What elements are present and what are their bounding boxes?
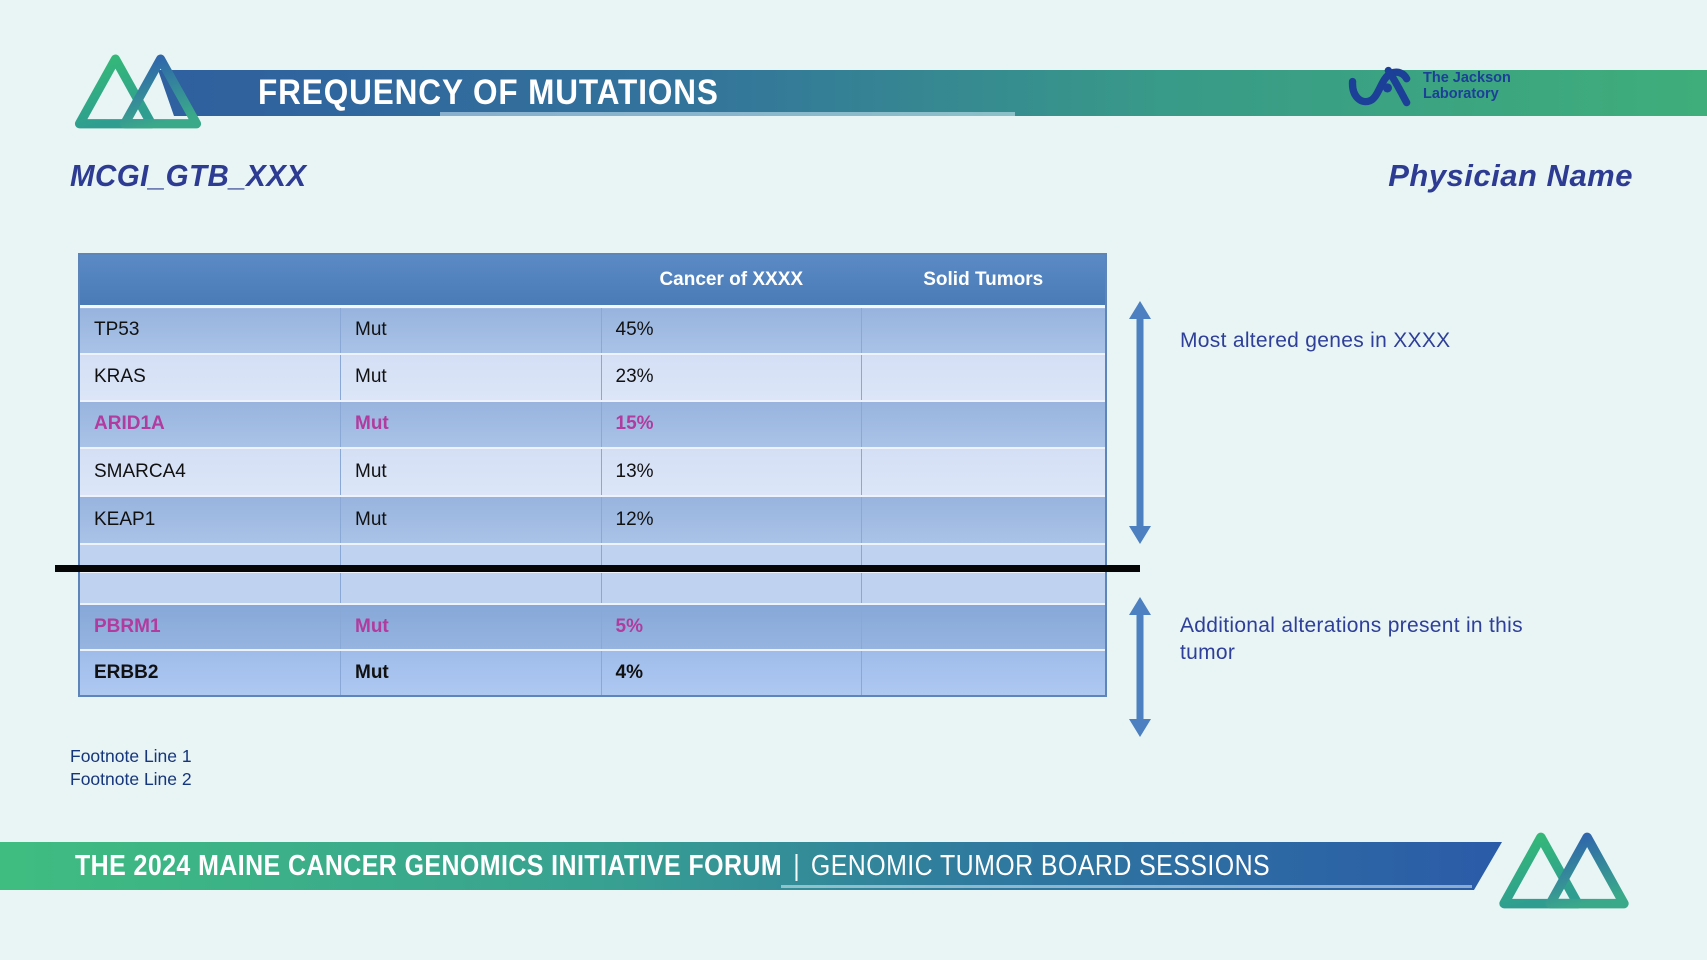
jax-logo-line1: The Jackson xyxy=(1423,70,1511,87)
cancer-pct-cell: 13% xyxy=(601,446,862,496)
table-row: KEAP1 Mut 12% xyxy=(80,494,1105,544)
gene-cell: TP53 xyxy=(80,305,341,354)
gene-cell xyxy=(80,570,341,604)
table-row-blank xyxy=(80,570,1105,604)
gene-cell: ERBB2 xyxy=(80,648,341,695)
footer-bar: THE 2024 MAINE CANCER GENOMICS INITIATIV… xyxy=(0,842,1502,890)
solid-pct-cell xyxy=(861,570,1105,604)
footer-title: THE 2024 MAINE CANCER GENOMICS INITIATIV… xyxy=(75,842,1270,890)
alteration-cell: Mut xyxy=(340,305,602,354)
table-row: ERBB2 Mut 4% xyxy=(80,648,1105,695)
alteration-cell: Mut xyxy=(340,446,602,496)
solid-pct-cell xyxy=(861,602,1105,650)
gene-cell: KRAS xyxy=(80,352,341,401)
cancer-pct-cell xyxy=(601,570,862,604)
alteration-cell: Mut xyxy=(340,648,602,695)
solid-pct-cell xyxy=(861,352,1105,401)
table-row: TP53 Mut 45% xyxy=(80,305,1105,354)
annotation-additional-alterations: Additional alterations present in this t… xyxy=(1180,614,1523,664)
annotation-most-altered: Most altered genes in XXXX xyxy=(1180,329,1451,352)
cancer-pct-cell: 45% xyxy=(601,305,862,354)
cancer-pct-cell: 12% xyxy=(601,494,862,544)
solid-pct-cell xyxy=(861,648,1105,695)
alteration-cell: Mut xyxy=(340,399,602,448)
gene-cell: KEAP1 xyxy=(80,494,341,544)
footnote-line-2: Footnote Line 2 xyxy=(70,769,192,789)
slide-title: FREQUENCY OF MUTATIONS xyxy=(258,73,719,112)
footer-title-bold: THE 2024 MAINE CANCER GENOMICS INITIATIV… xyxy=(75,849,783,882)
header-bar xyxy=(158,70,1707,116)
gene-cell: ARID1A xyxy=(80,399,341,448)
footer-title-regular: GENOMIC TUMOR BOARD SESSIONS xyxy=(810,849,1271,882)
table-row-highlighted: PBRM1 Mut 5% xyxy=(80,602,1105,650)
solid-pct-cell xyxy=(861,305,1105,354)
alteration-cell: Mut xyxy=(340,494,602,544)
cancer-pct-cell: 15% xyxy=(601,399,862,448)
footer-title-separator: | xyxy=(793,849,800,882)
table-row-highlighted: ARID1A Mut 15% xyxy=(80,399,1105,448)
cancer-pct-cell: 23% xyxy=(601,352,862,401)
alteration-cell: Mut xyxy=(340,602,602,650)
jackson-laboratory-logo: The Jackson Laboratory xyxy=(1348,62,1511,112)
header-gene xyxy=(80,255,341,308)
footnote-line-1: Footnote Line 1 xyxy=(70,746,192,766)
jax-dna-icon xyxy=(1348,66,1411,107)
table-row: SMARCA4 Mut 13% xyxy=(80,446,1105,496)
project-id-title: MCGI_GTB_XXX xyxy=(70,158,307,193)
solid-pct-cell xyxy=(861,446,1105,496)
header-cancer: Cancer of XXXX xyxy=(601,255,862,308)
gene-cell: PBRM1 xyxy=(80,602,341,650)
jax-logo-text: The Jackson Laboratory xyxy=(1423,71,1511,102)
alteration-cell: Mut xyxy=(340,352,602,401)
jax-logo-line2: Laboratory xyxy=(1423,86,1499,102)
table-row: KRAS Mut 23% xyxy=(80,352,1105,401)
mutation-frequency-table: Cancer of XXXX Solid Tumors TP53 Mut 45%… xyxy=(78,253,1107,697)
footer-bar-accent-strip xyxy=(781,885,1472,888)
solid-pct-cell xyxy=(861,399,1105,448)
gene-cell: SMARCA4 xyxy=(80,446,341,496)
physician-name-title: Physician Name xyxy=(1388,158,1633,193)
mcgi-logo-icon-bottom xyxy=(1493,830,1635,917)
header-solid-tumors: Solid Tumors xyxy=(861,255,1105,308)
divider-line xyxy=(55,565,1140,572)
header-bar-accent-strip xyxy=(440,112,1015,116)
alteration-cell xyxy=(340,570,602,604)
header-alteration xyxy=(340,255,601,308)
table-header-row: Cancer of XXXX Solid Tumors xyxy=(80,255,1105,308)
solid-pct-cell xyxy=(861,494,1105,544)
mcgi-logo-icon xyxy=(70,52,206,137)
cancer-pct-cell: 4% xyxy=(601,648,862,695)
double-arrow-icon-top xyxy=(1125,300,1155,550)
cancer-pct-cell: 5% xyxy=(601,602,862,650)
double-arrow-icon-bottom xyxy=(1125,596,1155,743)
